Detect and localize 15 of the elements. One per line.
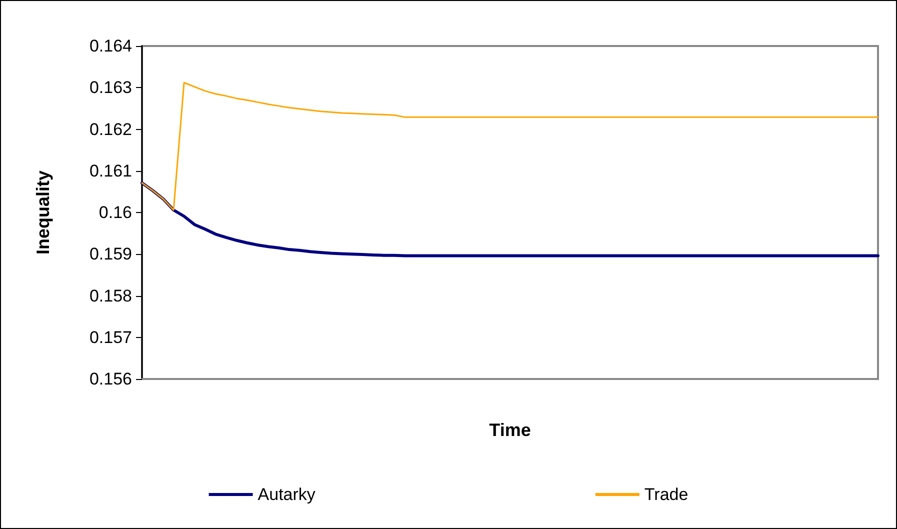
y-tick-label: 0.159 — [89, 244, 132, 264]
legend-label: Autarky — [258, 485, 316, 504]
y-tick-label: 0.158 — [89, 286, 132, 306]
line-series — [140, 181, 880, 258]
y-tick-label: 0.16 — [98, 203, 132, 222]
y-tick-label: 0.157 — [89, 328, 132, 347]
line-series — [141, 82, 879, 211]
y-tick-label: 0.164 — [89, 36, 132, 56]
y-tick-label: 0.156 — [89, 370, 132, 388]
x-axis-title: Time — [489, 420, 531, 440]
y-axis-title: Inequality — [33, 170, 53, 255]
y-tick-label: 0.163 — [89, 78, 132, 98]
legend-label: Trade — [644, 485, 688, 504]
y-tick-label: 0.162 — [89, 120, 132, 139]
y-tick-label: 0.161 — [89, 161, 132, 180]
